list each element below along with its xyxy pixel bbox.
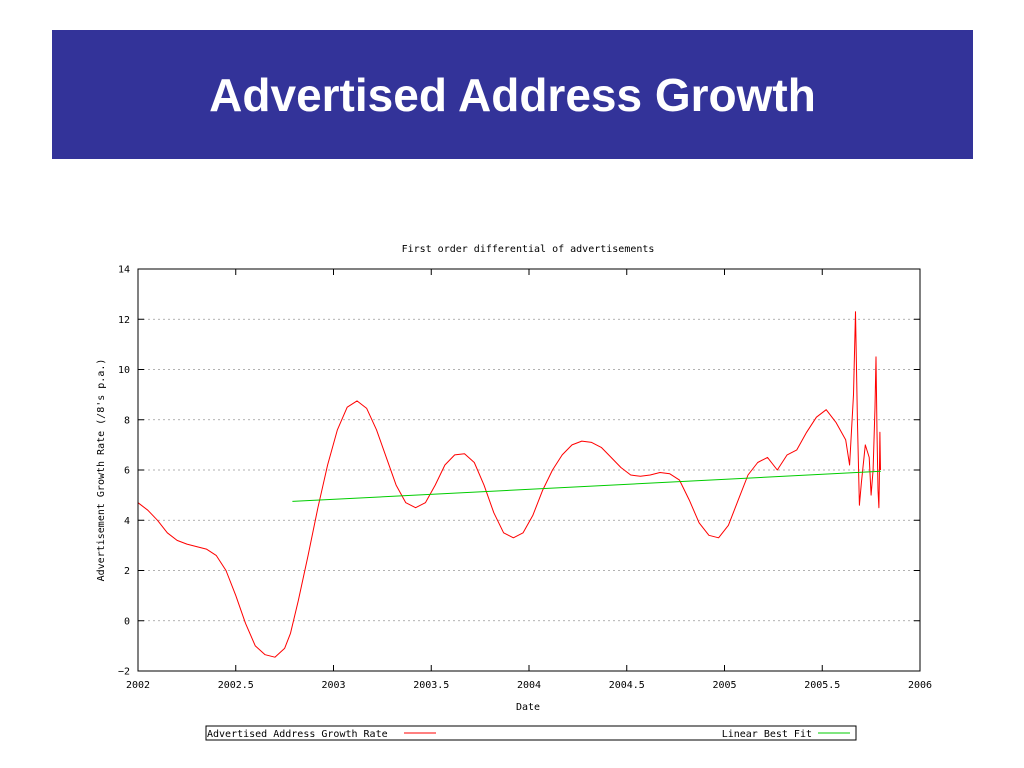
- legend-label-best-fit: Linear Best Fit: [722, 729, 812, 740]
- series-line-best-fit: [292, 470, 881, 502]
- series-group: [137, 311, 881, 658]
- axis-ticks: −2 0 2 4 6 8 10 12 14 2002 2002.5 2003 2003.5 2004 200…: [118, 265, 932, 692]
- legend: Advertised Address Growth Rate Linear Bes…: [205, 725, 857, 741]
- series-line-growth-rate: [137, 311, 881, 658]
- plot-frame: [137, 268, 921, 672]
- y-tick-label: 4: [124, 516, 130, 527]
- y-tick-label: 12: [118, 315, 130, 326]
- x-tick-label: 2003.5: [413, 680, 449, 691]
- legend-box: [205, 725, 857, 741]
- chart-title: First order differential of advertisemen…: [402, 244, 655, 255]
- x-tick-label: 2002: [126, 680, 150, 691]
- y-tick-label: 14: [118, 265, 130, 276]
- x-tick-label: 2006: [908, 680, 932, 691]
- legend-label-growth-rate: Advertised Address Growth Rate: [207, 729, 388, 740]
- x-tick-label: 2005: [712, 680, 736, 691]
- y-tick-label: 2: [124, 566, 130, 577]
- y-tick-label: 10: [118, 365, 130, 376]
- x-tick-label: 2004: [517, 680, 541, 691]
- slide-title: Advertised Address Growth: [209, 68, 816, 121]
- grid: [138, 318, 920, 622]
- x-axis-label: Date: [516, 702, 540, 713]
- title-banner: Advertised Address Growth: [52, 30, 973, 159]
- x-tick-label: 2002.5: [218, 680, 254, 691]
- y-axis-label: Advertisement Growth Rate (/8's p.a.): [96, 359, 107, 582]
- y-tick-label: 8: [124, 415, 130, 426]
- x-tick-label: 2003: [321, 680, 345, 691]
- y-tick-label: −2: [118, 667, 130, 678]
- y-tick-label: 6: [124, 466, 130, 477]
- x-tick-label: 2004.5: [609, 680, 645, 691]
- x-tick-label: 2005.5: [804, 680, 840, 691]
- y-tick-label: 0: [124, 616, 130, 627]
